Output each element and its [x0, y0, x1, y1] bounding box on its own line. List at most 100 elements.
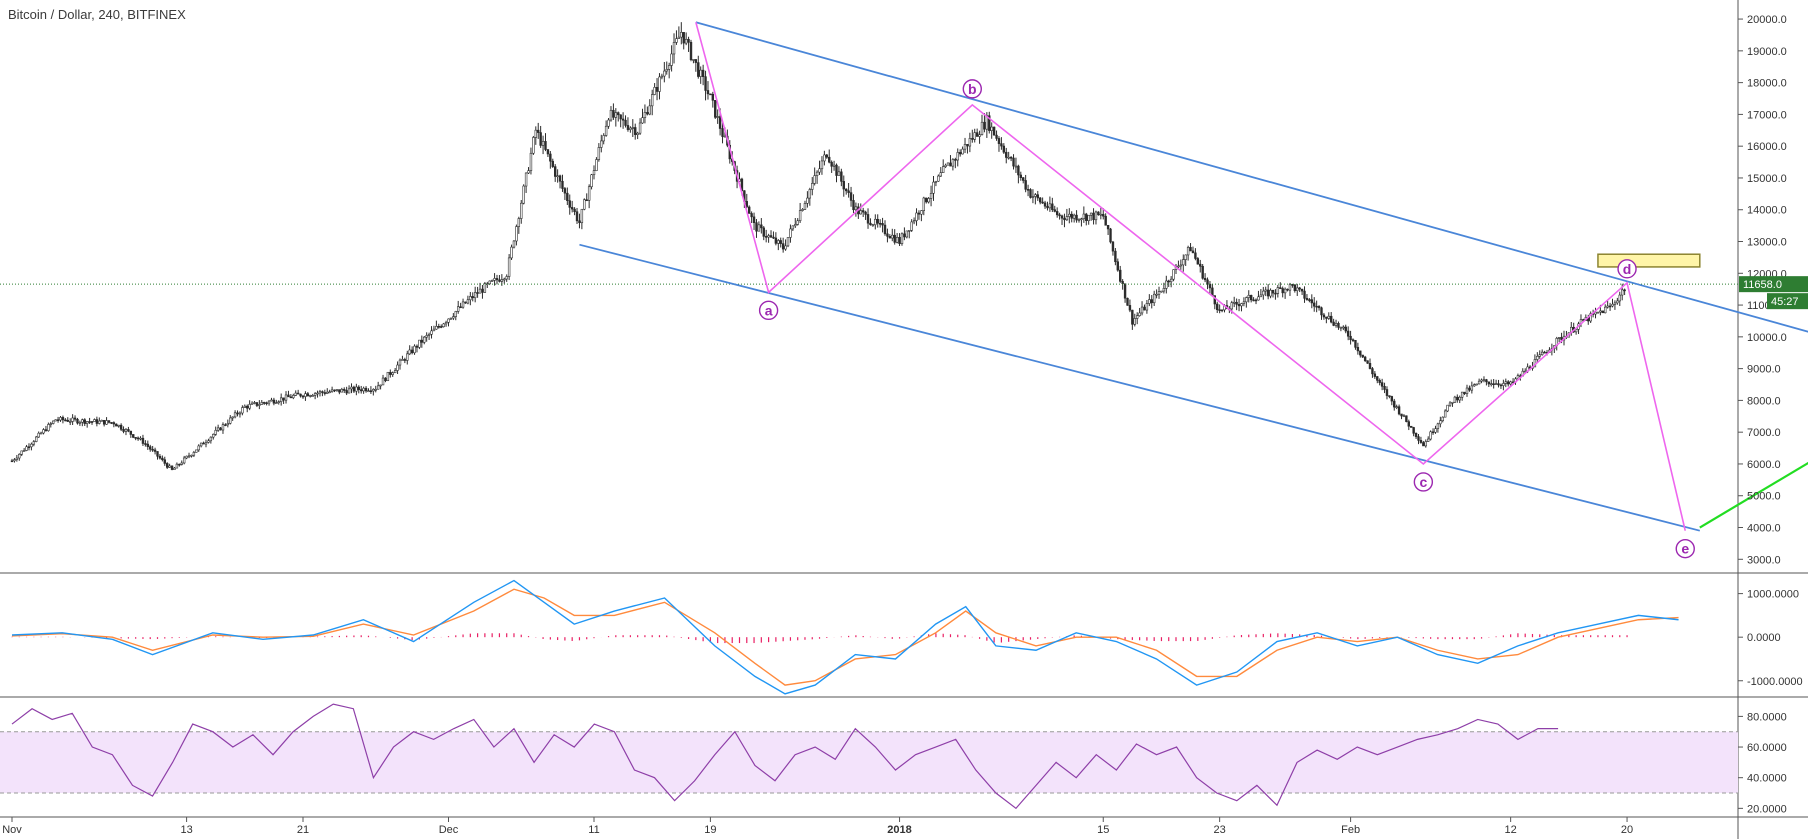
- candle-body: [376, 385, 380, 390]
- candle-body: [1397, 406, 1401, 415]
- candle-body: [958, 152, 962, 155]
- candle-body: [98, 420, 101, 424]
- candle-body: [25, 446, 28, 451]
- candle-body: [78, 421, 82, 424]
- candle-body: [1320, 307, 1323, 316]
- candle-body: [1371, 368, 1374, 375]
- time-axis-tick-label: 15: [1097, 824, 1109, 836]
- candle-body: [306, 393, 310, 397]
- candle-body: [134, 437, 137, 439]
- candle-body: [102, 419, 106, 425]
- candle-body: [888, 236, 892, 239]
- candle-body: [316, 392, 319, 395]
- candle-body: [248, 404, 251, 409]
- candle-body: [524, 172, 528, 187]
- candle-body: [1109, 228, 1112, 243]
- candle-body: [255, 402, 259, 406]
- wave-label-e: e: [1681, 541, 1689, 557]
- candle-body: [61, 417, 65, 421]
- candle-body: [963, 143, 967, 150]
- price-axis-tick-label: 20000.0: [1747, 14, 1787, 26]
- candle-body: [374, 388, 377, 391]
- candle-body: [772, 236, 775, 239]
- channel-lower-line: [579, 243, 1701, 532]
- candle-body: [1034, 194, 1037, 197]
- time-axis-tick-label: Dec: [439, 824, 459, 836]
- candle-body: [917, 212, 921, 215]
- candle-body: [127, 429, 130, 432]
- candle-body: [22, 450, 26, 452]
- candle-body: [350, 386, 353, 390]
- candle-body: [1136, 315, 1139, 319]
- candle-body: [110, 422, 113, 424]
- rsi-axis-tick-label: 60.0000: [1747, 742, 1787, 754]
- candle-body: [878, 222, 882, 225]
- last-price-tag: 11658.0 45:27: [1739, 276, 1808, 310]
- candle-body: [520, 202, 523, 219]
- candle-body: [304, 393, 307, 397]
- candle-body: [583, 199, 586, 210]
- candle-body: [267, 400, 271, 404]
- candle-body: [1509, 381, 1512, 385]
- candle-body: [553, 166, 557, 177]
- candle-body: [173, 467, 176, 470]
- candle-body: [997, 138, 1001, 144]
- candle-body: [1194, 252, 1197, 259]
- candle-body: [170, 465, 174, 470]
- candle-body: [262, 402, 266, 404]
- candle-body: [39, 432, 43, 435]
- candle-body: [49, 423, 53, 425]
- candle-body: [1332, 321, 1335, 326]
- candle-body: [1048, 203, 1052, 209]
- candle-body: [1373, 373, 1377, 377]
- candle-body: [1596, 311, 1600, 314]
- candle-body: [539, 132, 542, 146]
- price-axis-tick-label: 6000.0: [1747, 459, 1781, 471]
- candle-body: [456, 306, 460, 312]
- candle-body: [1026, 189, 1030, 191]
- candle-body: [684, 38, 688, 44]
- candle-body: [1259, 294, 1263, 298]
- candle-body: [161, 457, 164, 461]
- price-axis-tick-label: 9000.0: [1747, 364, 1781, 376]
- candle-body: [925, 197, 928, 203]
- candle-body: [891, 234, 894, 239]
- candle-body: [1121, 281, 1124, 284]
- candle-body: [311, 395, 314, 397]
- candle-body: [153, 449, 157, 452]
- candle-body: [980, 121, 984, 135]
- candle-body: [1458, 396, 1461, 401]
- candle-body: [689, 41, 693, 60]
- candle-body: [1594, 311, 1597, 315]
- price-axis-tick-label: 10000.0: [1747, 332, 1787, 344]
- candle-body: [1557, 337, 1561, 339]
- candle-body: [1325, 316, 1328, 319]
- candle-body: [774, 237, 778, 244]
- candle-body: [876, 218, 879, 224]
- candle-body: [1002, 145, 1006, 153]
- candle-body: [971, 138, 974, 140]
- candle-body: [558, 175, 562, 182]
- candle-body: [789, 228, 792, 238]
- candle-body: [1036, 194, 1039, 199]
- candle-body: [570, 207, 574, 210]
- candle-body: [182, 457, 186, 464]
- candle-body: [289, 396, 293, 399]
- candle-body: [1330, 315, 1333, 323]
- candle-body: [478, 288, 482, 294]
- rsi-line: [11, 703, 1559, 810]
- candle-body: [444, 322, 448, 325]
- candle-body: [874, 218, 877, 226]
- candle-body: [762, 227, 765, 237]
- candle-body: [413, 345, 416, 354]
- candle-body: [1179, 264, 1183, 267]
- candle-body: [238, 412, 242, 415]
- candle-body: [1378, 380, 1381, 383]
- candle-body: [944, 164, 947, 167]
- candle-body: [1417, 436, 1420, 441]
- candle-body: [663, 70, 666, 77]
- candle-body: [675, 38, 678, 43]
- candle-body: [1385, 389, 1389, 396]
- macd-line: [11, 579, 1679, 695]
